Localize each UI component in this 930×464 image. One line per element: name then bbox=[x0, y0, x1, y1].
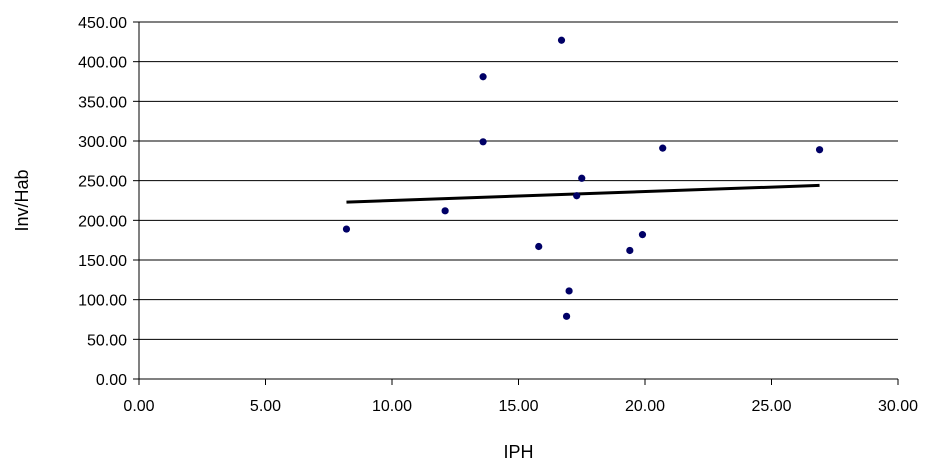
gridlines bbox=[139, 21, 898, 340]
trendline-layer bbox=[346, 183, 820, 204]
y-tick-label: 100.00 bbox=[78, 293, 127, 310]
data-point bbox=[815, 146, 824, 154]
x-tick-label: 10.00 bbox=[372, 398, 412, 415]
trendline bbox=[346, 183, 820, 204]
data-point bbox=[659, 144, 667, 152]
axes bbox=[133, 21, 899, 385]
data-point bbox=[626, 246, 634, 255]
data-point bbox=[578, 174, 586, 182]
y-tick-label: 200.00 bbox=[78, 213, 127, 230]
data-point bbox=[535, 242, 543, 251]
data-point bbox=[479, 73, 487, 81]
y-tick-label: 0.00 bbox=[96, 372, 127, 389]
y-tick-label: 350.00 bbox=[78, 94, 127, 111]
x-axis-title: IPH bbox=[503, 442, 533, 462]
data-point bbox=[557, 36, 566, 44]
data-point bbox=[342, 225, 351, 233]
data-points bbox=[342, 36, 824, 320]
data-point bbox=[479, 138, 487, 146]
data-point bbox=[441, 207, 449, 215]
x-tick-label: 15.00 bbox=[498, 398, 538, 415]
y-tick-label: 450.00 bbox=[78, 15, 127, 32]
y-tick-label: 250.00 bbox=[78, 174, 127, 191]
data-point bbox=[638, 231, 647, 239]
data-point bbox=[565, 287, 573, 295]
x-tick-label: 5.00 bbox=[250, 398, 281, 415]
x-tick-label: 25.00 bbox=[751, 398, 791, 415]
y-axis-title: Inv/Hab bbox=[12, 169, 32, 231]
x-tick-label: 0.00 bbox=[123, 398, 154, 415]
data-point bbox=[562, 312, 571, 320]
x-tick-label: 30.00 bbox=[878, 398, 918, 415]
y-tick-label: 300.00 bbox=[78, 134, 127, 151]
tick-labels: 0.00 50.00 100.00 150.00 200.00 250.00 300.00 3… bbox=[78, 15, 918, 415]
x-tick-label: 20.00 bbox=[625, 398, 665, 415]
y-tick-label: 50.00 bbox=[87, 332, 127, 349]
y-tick-label: 150.00 bbox=[78, 253, 127, 270]
data-point bbox=[573, 192, 581, 200]
y-tick-label: 400.00 bbox=[78, 55, 127, 72]
